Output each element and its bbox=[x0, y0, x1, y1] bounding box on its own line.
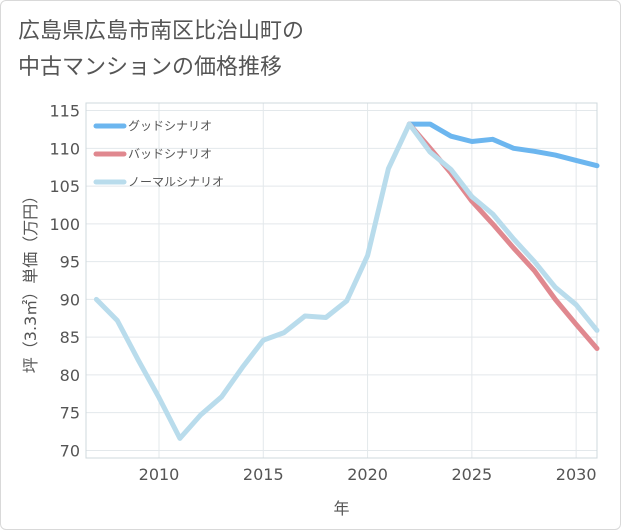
y-tick-label: 115 bbox=[49, 102, 80, 121]
y-tick-label: 100 bbox=[49, 215, 80, 234]
x-axis: 2010 2015 2020 2025 2030 bbox=[139, 465, 597, 484]
chart-title: 広島県広島市南区比治山町の 中古マンションの価格推移 bbox=[18, 19, 305, 80]
series-layer bbox=[93, 121, 600, 441]
x-tick-label: 2015 bbox=[243, 465, 284, 484]
y-tick-label: 110 bbox=[49, 139, 80, 158]
legend-label: グッドシナリオ bbox=[128, 119, 212, 133]
x-tick-label: 2010 bbox=[139, 465, 180, 484]
y-tick-label: 95 bbox=[60, 253, 80, 272]
y-tick-label: 80 bbox=[60, 366, 80, 385]
y-axis: 70 75 80 85 90 95 100 105 110 115 bbox=[49, 102, 80, 461]
plot-area bbox=[85, 102, 598, 459]
y-tick-label: 85 bbox=[60, 328, 80, 347]
y-tick-label: 105 bbox=[49, 177, 80, 196]
y-tick-label: 70 bbox=[60, 441, 80, 460]
x-tick-label: 2020 bbox=[347, 465, 388, 484]
x-tick-label: 2030 bbox=[556, 465, 597, 484]
y-tick-label: 75 bbox=[60, 404, 80, 423]
x-tick-label: 2025 bbox=[451, 465, 492, 484]
x-axis-label: 年 bbox=[333, 499, 349, 518]
series-line-3 bbox=[93, 121, 600, 441]
y-tick-label: 90 bbox=[60, 290, 80, 309]
series-line-1 bbox=[406, 121, 600, 169]
legend-label: ノーマルシナリオ bbox=[128, 175, 224, 189]
legend-label: バッドシナリオ bbox=[128, 147, 212, 161]
y-axis-label: 坪（3.3㎡）単価（万円） bbox=[21, 188, 40, 373]
